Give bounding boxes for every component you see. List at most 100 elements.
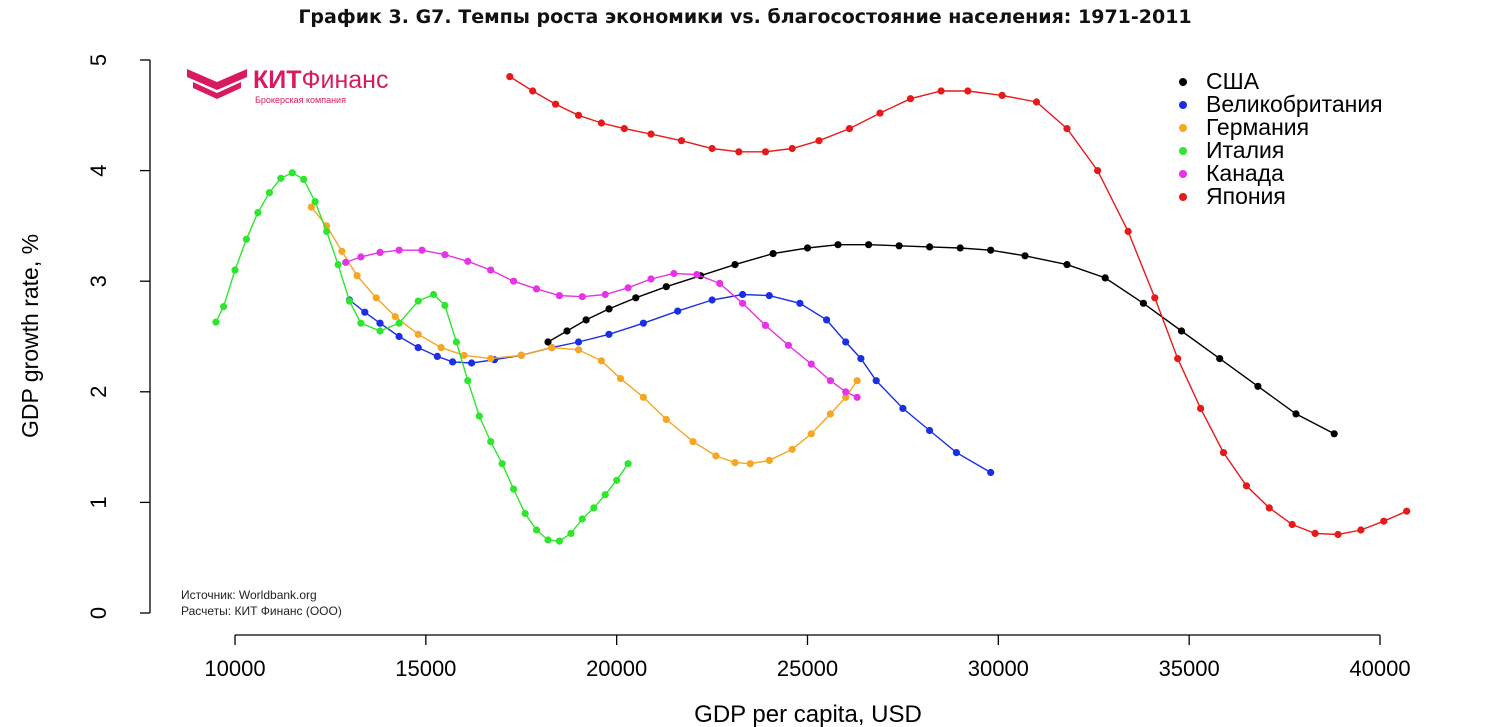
data-point (334, 261, 342, 269)
data-point (509, 485, 518, 493)
data-point (521, 509, 529, 518)
data-point (845, 125, 854, 133)
data-point (853, 393, 861, 401)
data-point (987, 468, 995, 477)
data-point (872, 377, 880, 385)
data-point (1101, 274, 1109, 282)
data-point (300, 175, 308, 183)
data-point (601, 290, 609, 299)
data-point (1139, 299, 1147, 307)
legend-marker (1179, 101, 1187, 109)
x-tick-label: 20000 (586, 656, 647, 681)
data-point (605, 305, 613, 313)
data-point (998, 91, 1006, 99)
data-point (395, 246, 403, 254)
data-point (544, 536, 552, 544)
data-point (693, 271, 701, 279)
data-point (1216, 355, 1224, 363)
data-point (807, 360, 815, 368)
data-point (597, 119, 606, 127)
data-point (761, 148, 770, 156)
data-point (555, 537, 564, 545)
data-point (670, 269, 678, 278)
data-point (578, 515, 586, 523)
data-point (311, 198, 319, 206)
x-axis-label: GDP per capita, USD (694, 701, 922, 727)
data-point (956, 244, 964, 252)
data-point (647, 275, 655, 283)
data-point (662, 415, 670, 423)
data-point (964, 87, 972, 95)
data-point (1021, 252, 1029, 260)
data-point (338, 247, 346, 255)
data-point (624, 460, 632, 468)
data-point (834, 241, 842, 249)
data-point (437, 344, 445, 352)
data-point (876, 109, 884, 117)
data-point (532, 285, 541, 293)
data-point (826, 410, 835, 418)
data-point (449, 358, 457, 366)
chart-title: График 3. G7. Темпы роста экономики vs. … (298, 6, 1192, 28)
data-point (242, 235, 250, 243)
data-point (1219, 449, 1228, 457)
data-point (574, 346, 583, 354)
x-tick-label: 30000 (968, 656, 1029, 681)
legend-label: США (1206, 68, 1260, 94)
data-point (1254, 382, 1262, 390)
x-tick-label: 10000 (204, 656, 265, 681)
legend-marker (1179, 78, 1187, 86)
data-point (475, 412, 483, 420)
data-point (739, 299, 747, 307)
data-point (288, 169, 296, 177)
data-point (1063, 125, 1071, 133)
logo-tagline: Брокерская компания (255, 95, 346, 105)
data-point (376, 327, 384, 335)
data-point (391, 313, 399, 321)
data-point (1311, 529, 1319, 538)
data-point (1403, 507, 1411, 515)
x-tick-label: 25000 (777, 656, 838, 681)
data-point (624, 284, 632, 292)
data-point (731, 261, 739, 269)
data-point (590, 504, 598, 512)
x-tick-label: 40000 (1349, 656, 1410, 681)
data-point (414, 330, 422, 338)
data-point (1330, 430, 1338, 438)
data-point (429, 290, 438, 299)
legend-marker (1179, 193, 1187, 201)
series-line-3 (215, 172, 629, 542)
data-point (452, 338, 460, 346)
data-point (746, 460, 754, 468)
data-point (506, 73, 514, 81)
data-point (708, 296, 716, 304)
legend-label: Канада (1206, 160, 1284, 186)
data-point (735, 148, 743, 156)
legend-marker (1179, 170, 1187, 178)
data-point (842, 393, 850, 401)
data-point (220, 303, 228, 311)
y-tick-label: 4 (86, 164, 111, 176)
data-point (1197, 404, 1205, 412)
data-point (357, 253, 365, 261)
data-point (712, 452, 720, 460)
data-point (212, 318, 220, 326)
data-point (460, 351, 468, 359)
data-point (1292, 410, 1300, 418)
data-point (353, 272, 361, 280)
data-point (231, 266, 239, 274)
data-point (1265, 504, 1273, 512)
data-point (1177, 327, 1186, 335)
data-point (567, 529, 575, 538)
data-point (765, 456, 773, 464)
data-point (826, 377, 835, 385)
data-point (498, 460, 506, 468)
data-point (853, 377, 861, 385)
calc-note: Расчеты: КИТ Финанс (ООО) (181, 604, 342, 618)
data-point (788, 445, 796, 453)
data-point (376, 319, 384, 327)
data-point (357, 319, 365, 327)
data-point (563, 327, 571, 335)
data-point (464, 257, 472, 265)
data-point (517, 351, 525, 359)
